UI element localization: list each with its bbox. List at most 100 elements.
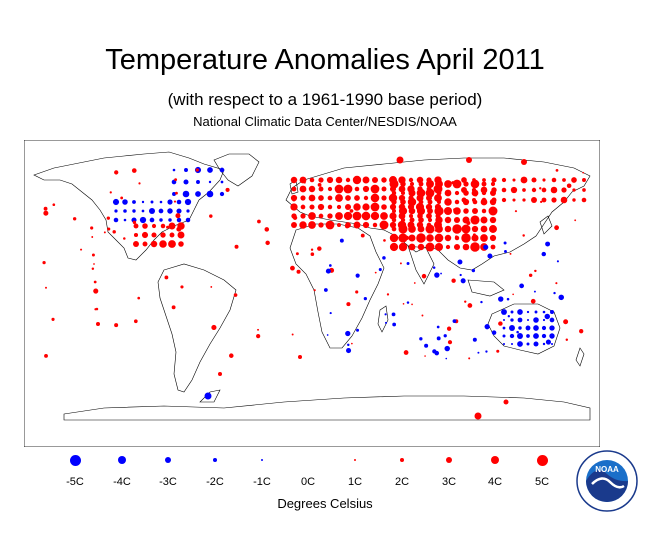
anomaly-dot <box>432 266 436 269</box>
anomaly-dot <box>421 273 427 279</box>
anomaly-dot <box>225 187 230 192</box>
anomaly-dot <box>472 178 476 182</box>
anomaly-dot <box>501 197 507 203</box>
anomaly-dot <box>526 310 530 314</box>
legend-dot <box>536 454 548 466</box>
anomaly-dot <box>159 240 167 248</box>
legend-label: 1C <box>347 476 363 488</box>
anomaly-dot <box>309 177 315 183</box>
anomaly-dot <box>501 177 507 183</box>
anomaly-dot <box>384 313 387 316</box>
anomaly-dot <box>417 225 425 233</box>
anomaly-dot <box>150 240 158 248</box>
anomaly-dot <box>356 328 360 332</box>
anomaly-dot <box>477 351 480 354</box>
anomaly-dot <box>379 220 389 230</box>
anomaly-dot <box>160 223 166 229</box>
anomaly-dot <box>168 222 176 230</box>
anomaly-dot <box>91 253 95 257</box>
legend-label: -4C <box>113 476 131 488</box>
anomaly-dot <box>396 156 404 164</box>
anomaly-dot <box>572 188 576 192</box>
anomaly-dot <box>408 207 416 215</box>
anomaly-dot <box>452 224 462 234</box>
anomaly-dot <box>443 334 447 338</box>
anomaly-dot <box>180 285 184 289</box>
anomaly-dot <box>336 222 342 228</box>
anomaly-dot <box>362 176 370 184</box>
anomaly-dot <box>343 184 353 194</box>
anomaly-dot <box>391 217 397 223</box>
legend-label: -1C <box>253 476 271 488</box>
anomaly-dot <box>432 349 437 354</box>
anomaly-dot <box>363 297 367 301</box>
anomaly-dot <box>517 317 523 323</box>
anomaly-dot <box>292 198 296 202</box>
anomaly-dot <box>206 190 214 198</box>
anomaly-dot <box>290 203 298 211</box>
anomaly-dot <box>291 222 297 228</box>
anomaly-dot <box>418 217 424 223</box>
world-anomaly-map <box>24 140 600 447</box>
anomaly-dot <box>481 181 487 187</box>
anomaly-dot <box>296 269 301 274</box>
anomaly-dot <box>531 177 537 183</box>
anomaly-dot <box>352 175 362 185</box>
anomaly-dot <box>572 198 576 202</box>
data-source: National Climatic Data Center/NESDIS/NOA… <box>193 114 457 129</box>
anomaly-dot <box>133 319 138 324</box>
anomaly-dot <box>550 186 558 194</box>
anomaly-dot <box>354 186 360 192</box>
anomaly-dot <box>182 190 190 198</box>
anomaly-dot <box>343 211 353 221</box>
anomaly-dot <box>462 243 470 251</box>
anomaly-dot <box>327 186 333 192</box>
anomaly-dot <box>426 180 434 188</box>
anomaly-dot <box>563 319 569 325</box>
anomaly-dot <box>326 176 334 184</box>
anomaly-dot <box>137 296 141 300</box>
anomaly-dot <box>542 342 546 346</box>
anomaly-dot <box>370 193 380 203</box>
anomaly-dot <box>496 349 500 353</box>
anomaly-dot <box>463 208 469 214</box>
anomaly-dot <box>349 209 354 213</box>
anomaly-dot <box>378 268 382 272</box>
anomaly-dot <box>345 177 351 183</box>
anomaly-dot <box>51 317 55 321</box>
anomaly-dot <box>370 202 380 212</box>
anomaly-dot <box>541 197 547 203</box>
anomaly-dot <box>542 318 546 322</box>
anomaly-dot <box>408 234 416 242</box>
anomaly-dot <box>186 209 190 213</box>
anomaly-dot <box>52 203 56 207</box>
anomaly-dot <box>184 198 192 206</box>
anomaly-dot <box>482 178 486 182</box>
anomaly-dot <box>426 234 434 242</box>
anomaly-dot <box>503 241 507 245</box>
anomaly-dot <box>318 186 324 192</box>
anomaly-dot <box>533 290 536 293</box>
anomaly-dot <box>177 231 185 239</box>
anomaly-dot <box>133 232 139 238</box>
anomaly-dot <box>106 216 110 220</box>
anomaly-dot <box>445 357 448 360</box>
anomaly-dot <box>470 215 480 225</box>
anomaly-dot <box>132 209 136 213</box>
anomaly-dot <box>185 217 191 223</box>
anomaly-dot <box>474 412 482 420</box>
anomaly-dot <box>339 238 344 243</box>
anomaly-dot <box>93 280 97 284</box>
anomaly-markers <box>42 156 587 420</box>
anomaly-dot <box>409 217 415 223</box>
anomaly-dot <box>381 204 387 210</box>
anomaly-dot <box>468 357 471 360</box>
anomaly-dot <box>313 289 316 292</box>
anomaly-dot <box>327 195 333 201</box>
anomaly-dot <box>435 180 443 188</box>
anomaly-dot <box>426 213 432 219</box>
anomaly-dot <box>317 183 322 187</box>
anomaly-dot <box>292 215 298 220</box>
legend-label: 0C <box>300 476 316 488</box>
anomaly-dot <box>416 188 426 198</box>
